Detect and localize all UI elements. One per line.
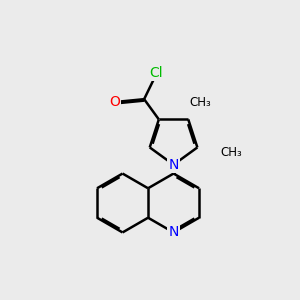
Text: N: N (168, 158, 179, 172)
Text: O: O (109, 94, 120, 109)
Text: N: N (168, 225, 179, 239)
Text: CH₃: CH₃ (189, 96, 211, 109)
Text: Cl: Cl (149, 66, 163, 80)
Text: CH₃: CH₃ (221, 146, 242, 159)
